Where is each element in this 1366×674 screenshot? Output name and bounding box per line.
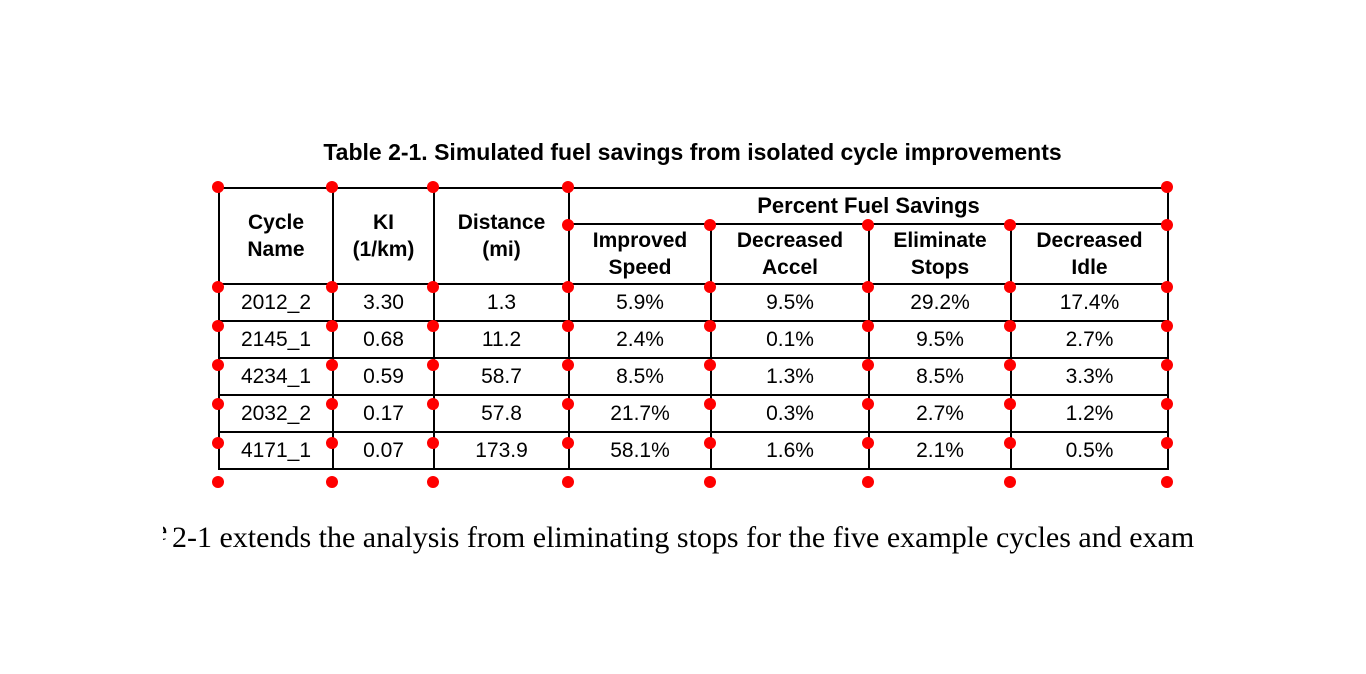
- table-cell: 9.5%: [710, 283, 870, 322]
- table-cell: 0.07: [332, 431, 435, 470]
- table-cell: 0.68: [332, 320, 435, 359]
- paragraph-text: 2-1 extends the analysis from eliminatin…: [172, 521, 1195, 554]
- grid-marker-dot: [326, 476, 338, 488]
- data-table: Cycle Name KI (1/km) Distance (mi) Percent …: [218, 187, 1169, 470]
- table-row: 2012_2 3.30 1.3 5.9% 9.5% 29.2% 17.4%: [218, 283, 1169, 322]
- table-cell: 57.8: [433, 394, 570, 433]
- table-cell: 1.3%: [710, 357, 870, 396]
- table-cell: 8.5%: [568, 357, 712, 396]
- table-cell: 0.1%: [710, 320, 870, 359]
- table-cell: 29.2%: [868, 283, 1012, 322]
- table-cell: 1.3: [433, 283, 570, 322]
- table-row: 2145_1 0.68 11.2 2.4% 0.1% 9.5% 2.7%: [218, 320, 1169, 359]
- grid-marker-dot: [427, 476, 439, 488]
- grid-marker-dot: [212, 476, 224, 488]
- table-cell: 2.7%: [868, 394, 1012, 433]
- table-cell: 9.5%: [868, 320, 1012, 359]
- column-header: Decreased Accel: [710, 223, 870, 285]
- table-cell: 0.3%: [710, 394, 870, 433]
- grid-marker-dot: [562, 476, 574, 488]
- table-cell: 58.7: [433, 357, 570, 396]
- table-cell: 3.30: [332, 283, 435, 322]
- grid-marker-dot: [704, 476, 716, 488]
- table-cell: 0.5%: [1010, 431, 1169, 470]
- table-cell: 0.17: [332, 394, 435, 433]
- column-header: Improved Speed: [568, 223, 712, 285]
- table-cell: 21.7%: [568, 394, 712, 433]
- table-cell: 1.2%: [1010, 394, 1169, 433]
- grid-marker-dot: [1161, 476, 1173, 488]
- table-cell: 4171_1: [218, 431, 334, 470]
- table-cell: 5.9%: [568, 283, 712, 322]
- table-cell: 2.1%: [868, 431, 1012, 470]
- table-cell: 8.5%: [868, 357, 1012, 396]
- column-header: Decreased Idle: [1010, 223, 1169, 285]
- table-cell: 0.59: [332, 357, 435, 396]
- grid-marker-dot: [862, 476, 874, 488]
- table-cell: 2012_2: [218, 283, 334, 322]
- table-cell: 3.3%: [1010, 357, 1169, 396]
- table-cell: 2.7%: [1010, 320, 1169, 359]
- table-cell: 4234_1: [218, 357, 334, 396]
- grid-marker-dot: [1004, 476, 1016, 488]
- table-row: 2032_2 0.17 57.8 21.7% 0.3% 2.7% 1.2%: [218, 394, 1169, 433]
- body-paragraph: e2-1 extends the analysis from eliminati…: [163, 514, 1194, 554]
- table-row: 4234_1 0.59 58.7 8.5% 1.3% 8.5% 3.3%: [218, 357, 1169, 396]
- table-cell: 58.1%: [568, 431, 712, 470]
- table-cell: 173.9: [433, 431, 570, 470]
- table-caption: Table 2-1. Simulated fuel savings from i…: [323, 139, 1062, 165]
- table-cell: 2.4%: [568, 320, 712, 359]
- column-header: Cycle Name: [218, 187, 334, 285]
- column-header: Eliminate Stops: [868, 223, 1012, 285]
- table-row: 4171_1 0.07 173.9 58.1% 1.6% 2.1% 0.5%: [218, 431, 1169, 470]
- column-header: KI (1/km): [332, 187, 435, 285]
- table-cell: 1.6%: [710, 431, 870, 470]
- table-cell: 2145_1: [218, 320, 334, 359]
- table-cell: 11.2: [433, 320, 570, 359]
- table-cell: 2032_2: [218, 394, 334, 433]
- clipped-letter: e: [163, 514, 167, 547]
- table-cell: 17.4%: [1010, 283, 1169, 322]
- group-header: Percent Fuel Savings: [568, 187, 1169, 225]
- column-header: Distance (mi): [433, 187, 570, 285]
